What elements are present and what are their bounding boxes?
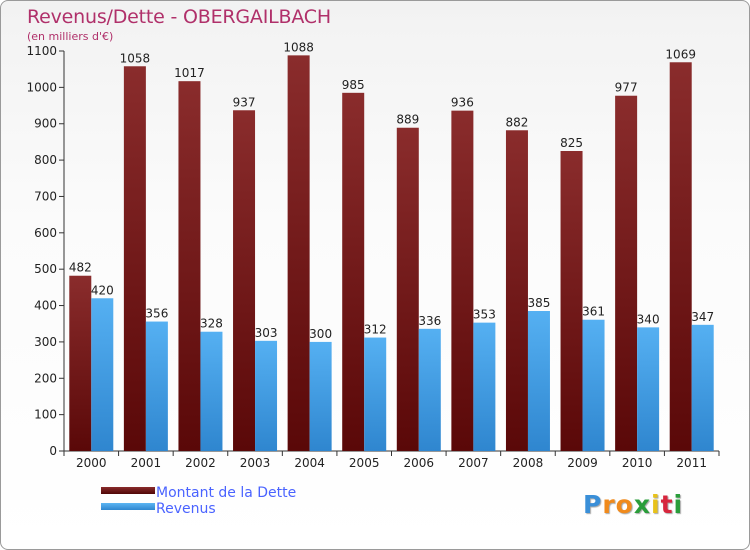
axes: 0 100 200 300 400 500 600 700 800 900 1000 1100 2000… — [26, 44, 720, 470]
y-tick-label: 500 — [34, 262, 57, 276]
data-label-revenus: 385 — [528, 296, 551, 310]
bar-revenus — [255, 340, 278, 451]
y-tick-label: 900 — [34, 117, 57, 131]
x-tick-label: 2008 — [513, 456, 544, 470]
data-label-dette: 936 — [451, 96, 474, 110]
x-tick-label: 2000 — [76, 456, 107, 470]
data-label-dette: 889 — [396, 113, 419, 127]
x-tick-label: 2004 — [294, 456, 325, 470]
x-tick-label: 2006 — [404, 456, 435, 470]
bar-revenus — [473, 322, 496, 451]
data-label-revenus: 420 — [91, 283, 114, 297]
data-label-dette: 1017 — [174, 66, 205, 80]
x-tick-label: 2005 — [349, 456, 380, 470]
bar-dette — [669, 62, 692, 451]
logo-letter: i — [673, 490, 684, 519]
x-tick-label: 2001 — [131, 456, 162, 470]
proxiti-logo: Proxiti — [583, 490, 683, 519]
x-tick-label: 2002 — [185, 456, 216, 470]
y-tick-label: 1000 — [26, 80, 57, 94]
bar-dette — [178, 81, 201, 451]
data-label-revenus: 328 — [200, 317, 223, 331]
bar-revenus — [364, 337, 387, 451]
x-tick-label: 2007 — [458, 456, 489, 470]
chart-title: Revenus/Dette - OBERGAILBACH — [27, 6, 331, 28]
data-label-dette: 825 — [560, 136, 583, 150]
bar-dette — [123, 66, 146, 451]
legend-swatch-debt — [101, 487, 155, 494]
logo-letter: x — [633, 490, 651, 519]
bar-dette — [342, 92, 365, 452]
bar-revenus — [527, 311, 550, 451]
y-tick-label: 300 — [34, 335, 57, 349]
bar-dette — [505, 130, 528, 452]
data-label-dette: 1088 — [283, 40, 314, 54]
chart-subtitle: (en milliers d'€) — [27, 30, 114, 43]
y-tick-label: 100 — [34, 408, 57, 422]
data-labels: 482 1058 1017 937 1088 985 889 936 882 825 977 1069… — [69, 40, 714, 341]
bar-dette — [396, 127, 419, 452]
y-tick-label: 700 — [34, 189, 57, 203]
data-label-revenus: 347 — [691, 310, 714, 324]
bar-revenus — [582, 319, 605, 451]
y-tick-label: 0 — [49, 444, 57, 458]
legend-label-debt: Montant de la Dette — [156, 485, 297, 501]
bar-revenus — [637, 327, 660, 451]
logo-letter: P — [583, 490, 603, 519]
legend-swatch-revenus — [101, 503, 155, 510]
bar-dette — [69, 275, 92, 451]
x-tick-label: 2011 — [676, 456, 707, 470]
bar-revenus — [691, 324, 714, 451]
legend-label-revenus: Revenus — [156, 501, 216, 517]
data-label-dette: 937 — [233, 95, 256, 109]
data-label-dette: 1069 — [665, 47, 696, 61]
bar-dette — [233, 110, 256, 451]
data-label-revenus: 300 — [309, 327, 332, 341]
data-label-revenus: 312 — [364, 323, 387, 337]
data-label-dette: 482 — [69, 261, 92, 275]
bar-dette — [615, 95, 638, 452]
data-label-revenus: 336 — [418, 314, 441, 328]
bar-revenus — [418, 328, 441, 451]
bar-dette — [287, 55, 310, 451]
data-label-dette: 1058 — [120, 51, 151, 65]
bars — [69, 55, 714, 452]
bar-dette — [560, 151, 583, 451]
bar-revenus — [145, 321, 168, 451]
data-label-dette: 882 — [506, 115, 529, 129]
data-label-dette: 985 — [342, 78, 365, 92]
logo-letter: t — [660, 490, 674, 519]
data-label-revenus: 361 — [582, 305, 605, 319]
data-label-revenus: 356 — [145, 307, 168, 321]
x-tick-label: 2009 — [567, 456, 598, 470]
x-tick-label: 2003 — [240, 456, 271, 470]
bar-revenus — [91, 298, 114, 451]
data-label-revenus: 340 — [637, 312, 660, 326]
data-label-revenus: 303 — [255, 326, 278, 340]
logo-letter: i — [651, 490, 661, 519]
y-tick-label: 400 — [34, 299, 57, 313]
y-tick-label: 800 — [34, 153, 57, 167]
data-label-revenus: 353 — [473, 308, 496, 322]
y-tick-label: 200 — [34, 371, 57, 385]
bar-dette — [451, 110, 474, 452]
data-label-dette: 977 — [615, 81, 638, 95]
y-tick-label: 600 — [34, 226, 57, 240]
logo-letter: r — [602, 490, 616, 519]
y-tick-label: 1100 — [26, 44, 57, 58]
bar-revenus — [309, 341, 332, 451]
bar-revenus — [200, 331, 223, 451]
x-tick-label: 2010 — [622, 456, 653, 470]
logo-letter: o — [615, 490, 634, 519]
